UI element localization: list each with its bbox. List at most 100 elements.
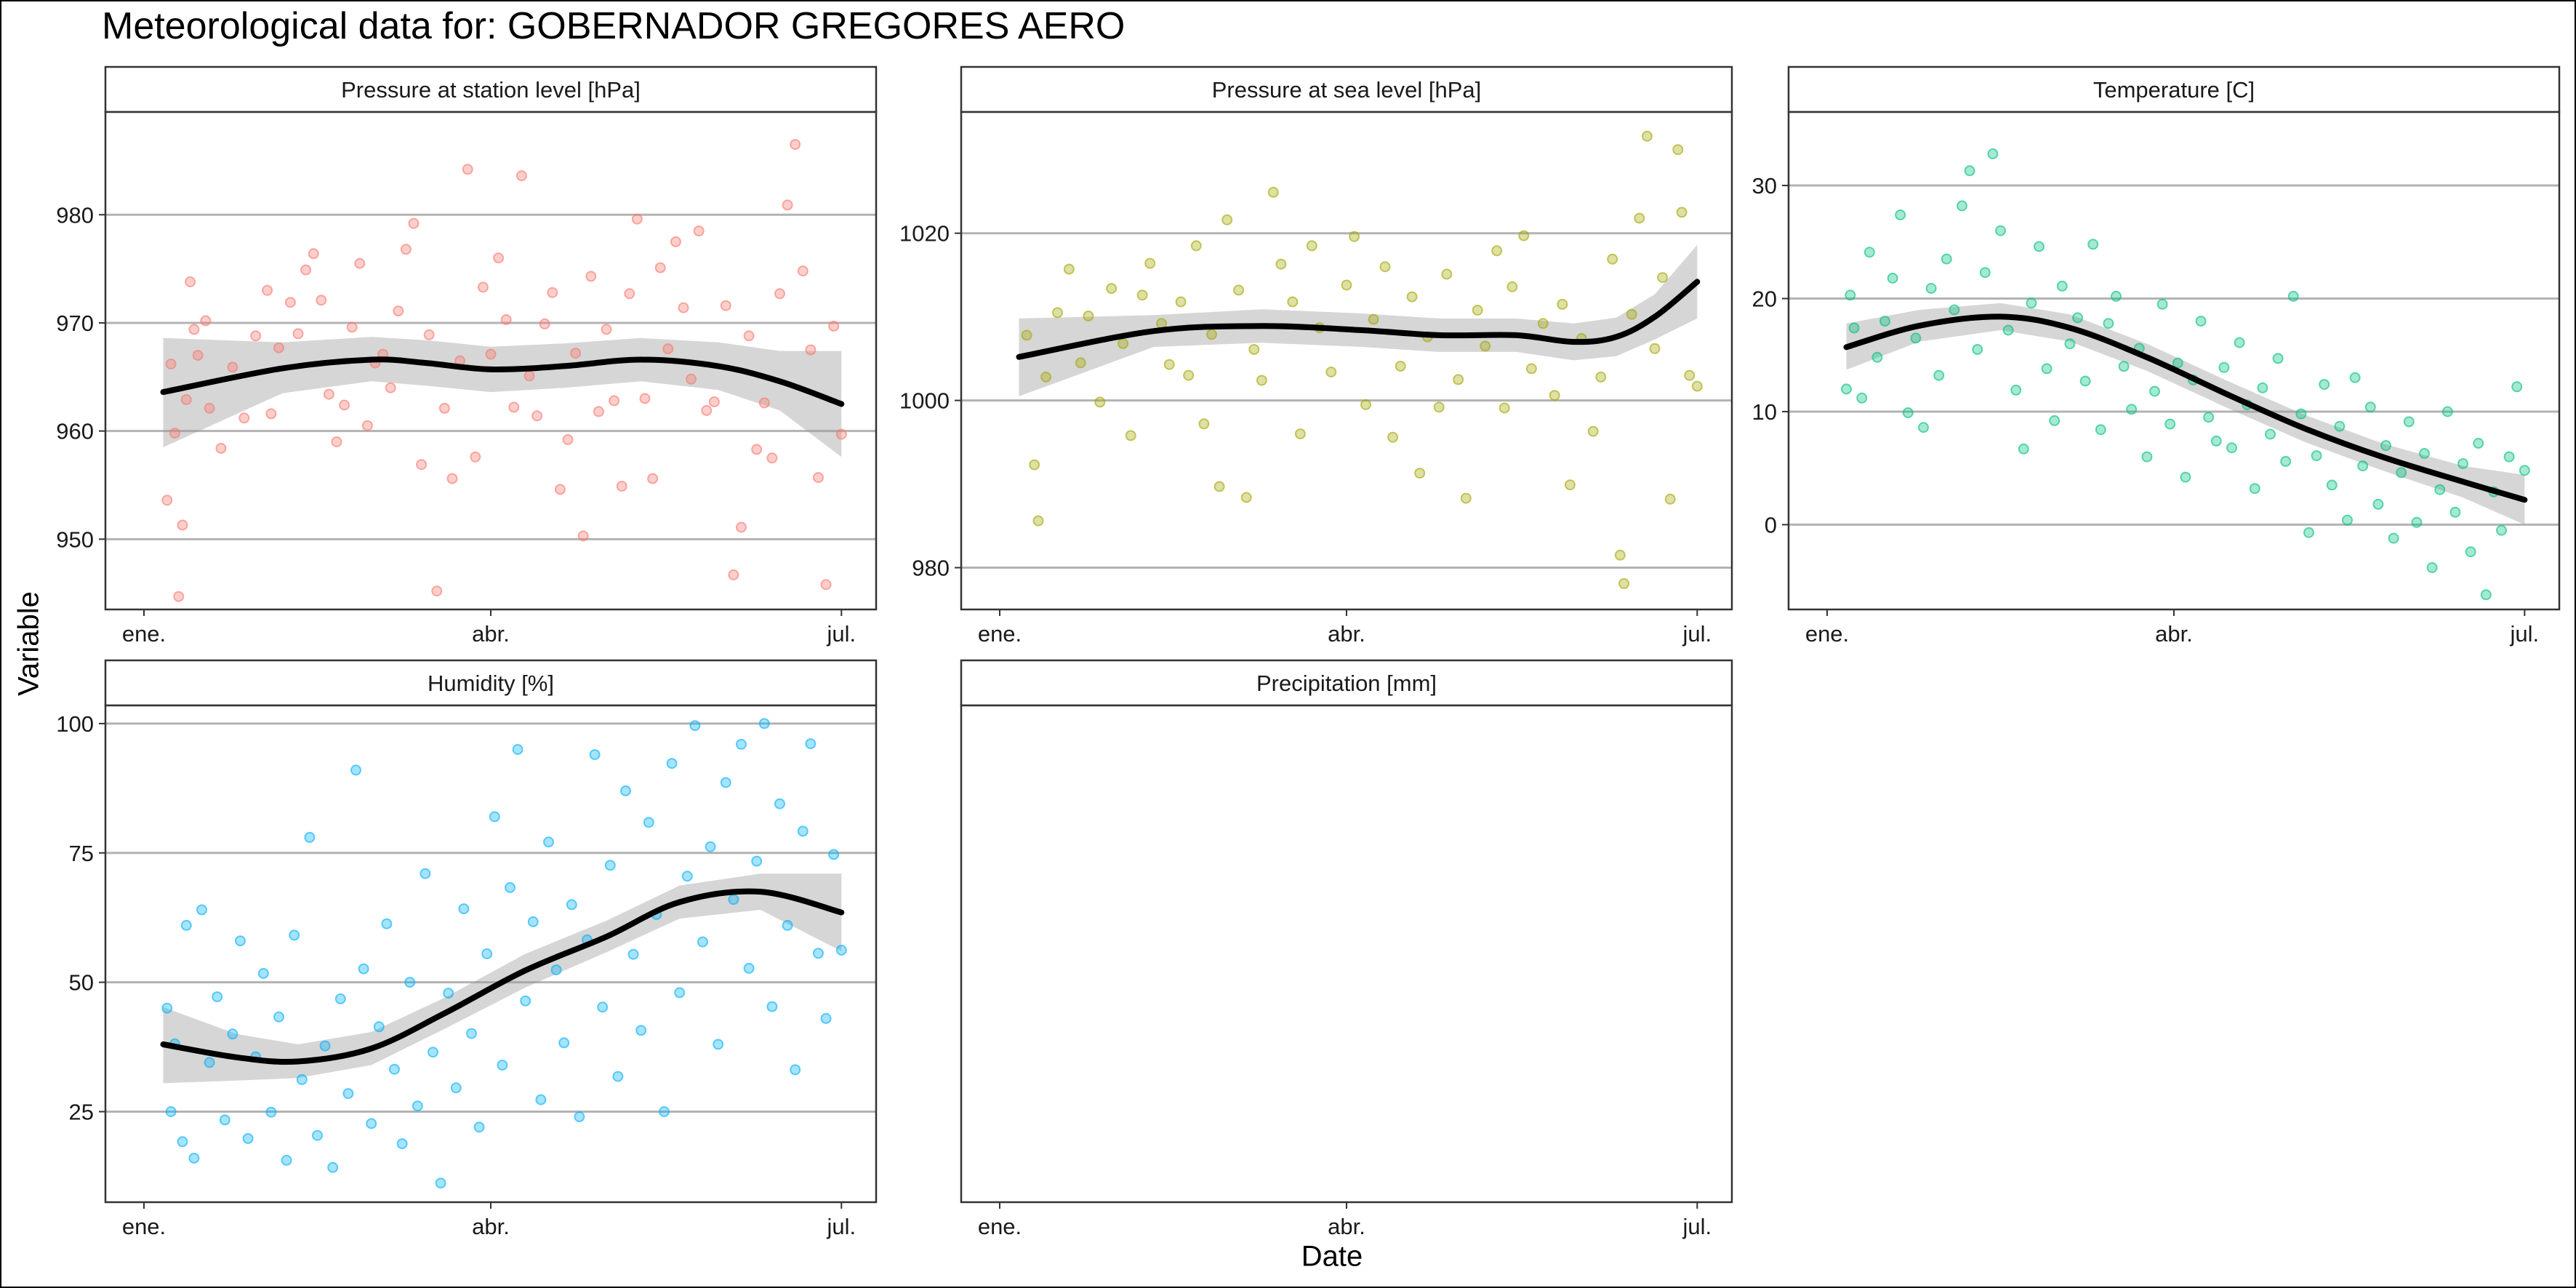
data-point [2079,375,2091,387]
x-tick-label: ene. [978,621,1022,647]
data-point [705,841,716,852]
data-point [1094,396,1106,408]
data-point [2426,562,2438,573]
data-point [543,836,554,848]
data-point [458,903,470,915]
y-tick-label: 980 [56,202,94,228]
data-point [358,963,369,975]
data-point [2018,443,2029,455]
data-point [2010,384,2022,396]
data-point [2265,428,2276,440]
y-tick-label: 30 [1752,173,1777,199]
data-point [1979,267,1991,279]
data-point [743,962,755,974]
data-point [289,929,300,941]
data-point [1183,369,1195,381]
data-point [161,1002,173,1014]
data-point [1325,367,1337,377]
data-point [1848,322,1860,334]
data-point [523,370,535,382]
data-point [2203,412,2215,423]
data-point [2349,372,2361,383]
data-point [350,764,361,776]
data-point [473,1121,485,1133]
page-title: Meteorological data for: GOBERNADOR GREG… [102,5,1126,47]
data-point [2126,404,2138,415]
data-point [339,399,350,411]
data-point [185,276,196,287]
data-point [1614,549,1626,561]
data-point [609,395,620,407]
data-point [1491,245,1503,257]
facet-panel-3: Temperature [C] 0 10 20 30 ene. abr. jul. [1752,65,2561,647]
trend-line [160,356,845,407]
data-point [1052,307,1063,319]
x-tick-label: jul. [826,1214,856,1239]
data-point [1248,344,1260,355]
data-point [2195,316,2207,327]
data-point [766,452,778,464]
data-point [235,935,246,947]
data-point [2149,385,2160,397]
data-point [1379,261,1391,273]
data-point [400,244,412,255]
data-point [1925,283,1937,294]
data-point [701,404,713,416]
data-point [300,264,312,276]
data-point [2234,337,2245,348]
data-point [758,718,770,729]
confidence-band [163,873,842,1084]
data-point [1275,258,1287,270]
data-point [835,428,847,440]
x-tick-label: abr. [2155,621,2193,647]
y-tick-label: 10 [1752,399,1777,425]
data-point [1626,308,1637,320]
data-point [1676,207,1688,218]
data-point [2480,589,2492,601]
y-tick-label: 970 [56,311,94,336]
data-point [604,860,616,871]
panel-border [960,704,1733,1204]
data-point [188,1153,200,1164]
y-tick-label: 20 [1752,287,1777,312]
data-point [2511,381,2523,393]
facet-panel-5: Precipitation [mm] ene. abr. jul. [960,659,1733,1239]
data-point [736,521,747,533]
panel-border [104,704,878,1204]
data-point [1175,296,1187,308]
data-point [366,1118,377,1129]
data-point [805,738,816,750]
data-point [2041,363,2053,375]
data-point [428,1047,438,1058]
data-point [180,394,192,405]
data-point [790,139,801,151]
data-point [316,295,327,306]
facet-strip [960,659,1733,707]
data-point [1564,479,1576,491]
data-point [820,1012,832,1024]
data-point [1368,313,1379,325]
data-point [766,1001,778,1012]
data-point [200,315,212,327]
data-point [674,987,686,999]
data-point [1607,253,1618,265]
data-point [1125,430,1136,441]
data-point [527,916,539,927]
y-tick-label: 50 [69,970,94,996]
data-point [1691,380,1703,392]
data-point [620,785,631,796]
data-point [420,868,431,879]
facet-strip-title: Pressure at station level [hPa] [341,77,641,103]
data-point [782,199,793,211]
facet-panel-1: Pressure at station level [hPa] 950 960 970… [56,65,878,647]
data-point [2303,527,2314,538]
confidence-band [1019,244,1698,396]
x-tick-label: abr. [1328,1214,1365,1239]
data-point [1902,407,1914,418]
data-point [381,918,393,929]
data-point [547,287,558,298]
data-point [813,472,824,484]
data-point [212,991,223,1003]
data-point [242,1133,254,1144]
facet-panel-4: Humidity [%] 25 50 75 100 ene. abr. jul. [56,659,878,1239]
